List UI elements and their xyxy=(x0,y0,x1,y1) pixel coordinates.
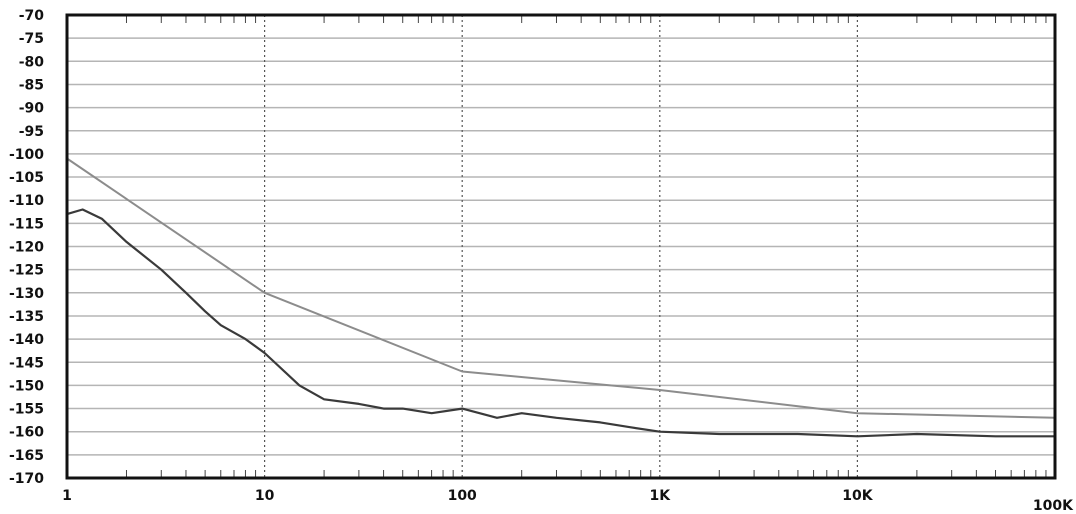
y-tick-label: -105 xyxy=(9,170,44,186)
y-tick-label: -170 xyxy=(9,471,44,487)
x-tick-label: 1 xyxy=(62,488,72,504)
y-tick-label: -135 xyxy=(9,309,44,325)
y-tick-label: -90 xyxy=(19,101,45,117)
grid xyxy=(67,14,1055,479)
series-line-2 xyxy=(66,208,1055,438)
x-tick-label: 10K xyxy=(842,488,873,504)
y-tick-label: -120 xyxy=(9,240,44,256)
x-axis-tick-labels: 1 10 100 1K 10K 100K xyxy=(62,488,1074,514)
series-line-1 xyxy=(66,157,1056,419)
plot-frame xyxy=(65,13,1057,480)
y-tick-label: -125 xyxy=(9,263,44,279)
y-tick-label: -70 xyxy=(19,8,45,24)
y-tick-label: -110 xyxy=(9,193,44,209)
y-tick-label: -165 xyxy=(9,448,44,464)
y-tick-label: -100 xyxy=(9,147,44,163)
x-tick-label: 1K xyxy=(650,488,672,504)
y-tick-label: -155 xyxy=(9,402,44,418)
y-tick-label: -160 xyxy=(9,425,44,441)
x-tick-label: 100 xyxy=(448,488,477,504)
y-tick-label: -145 xyxy=(9,355,44,371)
series-group xyxy=(66,157,1056,438)
y-tick-label: -150 xyxy=(9,378,44,394)
x-tick-label: 100K xyxy=(1033,498,1074,514)
y-tick-label: -140 xyxy=(9,332,44,348)
y-tick-label: -80 xyxy=(19,54,45,70)
x-tick-label: 10 xyxy=(255,488,275,504)
y-tick-label: -95 xyxy=(19,124,44,140)
y-tick-label: -115 xyxy=(9,216,44,232)
y-axis-tick-labels: -70 -75 -80 -85 -90 -95 -100 -105 -110 -115 -120 -1… xyxy=(9,8,44,487)
y-tick-label: -85 xyxy=(19,77,44,93)
y-tick-label: -75 xyxy=(19,31,44,47)
y-tick-label: -130 xyxy=(9,286,44,302)
